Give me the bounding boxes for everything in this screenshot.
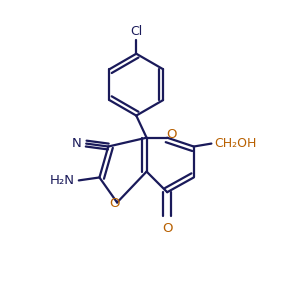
Text: O: O (162, 222, 172, 235)
Text: Cl: Cl (130, 25, 143, 38)
Text: N: N (72, 137, 82, 150)
Text: H₂N: H₂N (50, 174, 74, 187)
Text: O: O (166, 128, 177, 141)
Text: O: O (109, 197, 119, 210)
Text: CH₂OH: CH₂OH (214, 137, 257, 150)
